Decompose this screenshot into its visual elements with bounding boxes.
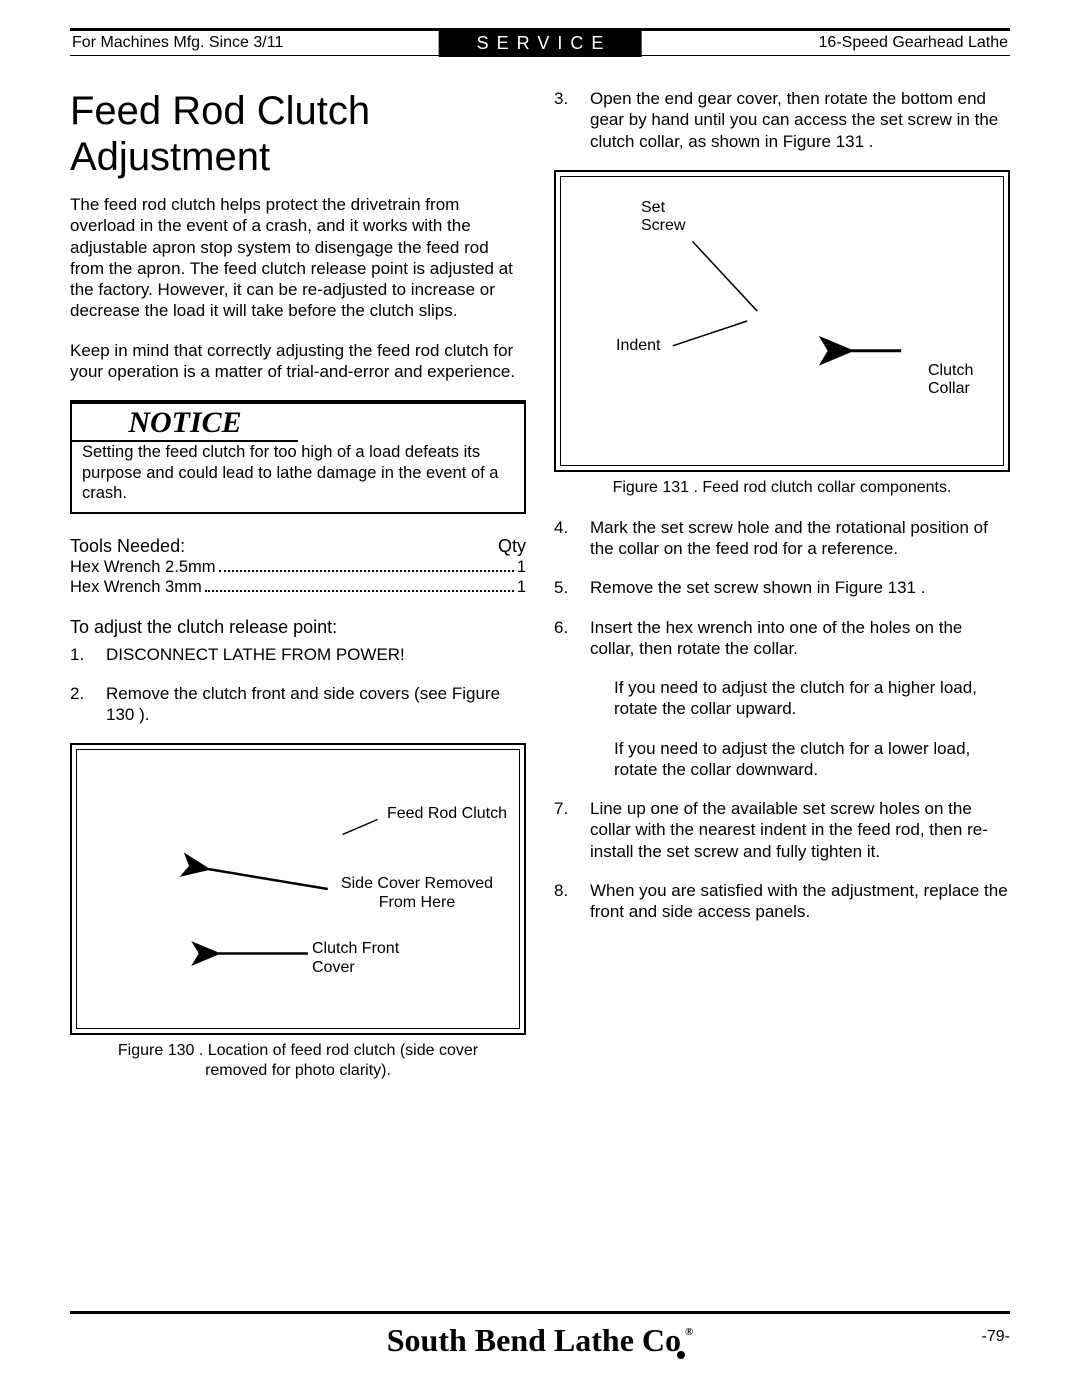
step-item: Open the end gear cover, then rotate the… xyxy=(554,88,1010,152)
tool-qty: 1 xyxy=(517,558,526,577)
figure-130-caption: Figure 130 . Location of feed rod clutch… xyxy=(110,1041,486,1079)
header-left: For Machines Mfg. Since 3/11 xyxy=(70,34,283,52)
figure-131: Set Screw Indent Clutch Collar xyxy=(554,170,1010,472)
fig131-label-clutch-collar: Clutch Collar xyxy=(928,362,988,399)
footer-brand: South Bend Lathe Co ® xyxy=(70,1322,1010,1359)
step-item: Remove the set screw shown in Figure 131… xyxy=(554,577,1010,598)
substep-lower-load: If you need to adjust the clutch for a l… xyxy=(614,738,1010,781)
figure-130: Feed Rod Clutch Side Cover Removed From … xyxy=(70,743,526,1035)
leader-dots xyxy=(219,557,514,572)
footer-dot-icon xyxy=(677,1351,685,1359)
fig130-label-side-cover: Side Cover Removed From Here xyxy=(332,875,502,912)
page-header: For Machines Mfg. Since 3/11 SERVICE 16-… xyxy=(70,28,1010,56)
page-number: -79- xyxy=(982,1328,1010,1346)
tools-qty-label: Qty xyxy=(498,536,526,557)
notice-heading: NOTICE xyxy=(72,404,298,442)
header-right: 16-Speed Gearhead Lathe xyxy=(819,34,1010,52)
right-column: Open the end gear cover, then rotate the… xyxy=(554,88,1010,1100)
header-section-badge: SERVICE xyxy=(439,30,642,57)
intro-paragraph-2: Keep in mind that correctly adjusting th… xyxy=(70,340,526,383)
fig130-label-feed-rod-clutch: Feed Rod Clutch xyxy=(387,805,507,823)
tool-name: Hex Wrench 3mm xyxy=(70,578,202,597)
steps-list-left: DISCONNECT LATHE FROM POWER! Remove the … xyxy=(70,644,526,726)
tool-name: Hex Wrench 2.5mm xyxy=(70,558,216,577)
notice-body: Setting the feed clutch for too high of … xyxy=(72,442,524,512)
fig131-label-indent: Indent xyxy=(616,337,660,355)
leader-dots xyxy=(205,577,514,592)
step-item: Insert the hex wrench into one of the ho… xyxy=(554,617,1010,660)
tool-qty: 1 xyxy=(517,578,526,597)
intro-paragraph-1: The feed rod clutch helps protect the dr… xyxy=(70,194,526,322)
step-item: DISCONNECT LATHE FROM POWER! xyxy=(70,644,526,665)
left-column: Feed Rod Clutch Adjustment The feed rod … xyxy=(70,88,526,1100)
substep-higher-load: If you need to adjust the clutch for a h… xyxy=(614,677,1010,720)
steps-list-right-3: Open the end gear cover, then rotate the… xyxy=(554,88,1010,152)
page-footer: South Bend Lathe Co ® -79- xyxy=(70,1311,1010,1359)
registered-icon: ® xyxy=(685,1326,693,1338)
footer-brand-text: South Bend Lathe Co xyxy=(387,1322,681,1358)
fig130-label-clutch-front: Clutch Front Cover xyxy=(312,940,432,977)
tool-row: Hex Wrench 2.5mm 1 xyxy=(70,557,526,577)
step-item: Remove the clutch front and side covers … xyxy=(70,683,526,726)
step-item: Line up one of the available set screw h… xyxy=(554,798,1010,862)
steps-list-right-4: Mark the set screw hole and the rotation… xyxy=(554,517,1010,659)
notice-box: NOTICE Setting the feed clutch for too h… xyxy=(70,400,526,514)
figure-131-diagram xyxy=(561,177,1003,465)
step-item: When you are satisfied with the adjustme… xyxy=(554,880,1010,923)
figure-131-caption: Figure 131 . Feed rod clutch collar comp… xyxy=(594,478,970,497)
steps-list-right-7: Line up one of the available set screw h… xyxy=(554,798,1010,922)
fig131-label-set-screw: Set Screw xyxy=(641,199,711,236)
tools-needed: Tools Needed: Qty Hex Wrench 2.5mm 1 Hex… xyxy=(70,536,526,597)
step-item: Mark the set screw hole and the rotation… xyxy=(554,517,1010,560)
tools-label: Tools Needed: xyxy=(70,536,185,557)
tool-row: Hex Wrench 3mm 1 xyxy=(70,577,526,597)
procedure-heading: To adjust the clutch release point: xyxy=(70,617,526,638)
page-title: Feed Rod Clutch Adjustment xyxy=(70,88,526,180)
